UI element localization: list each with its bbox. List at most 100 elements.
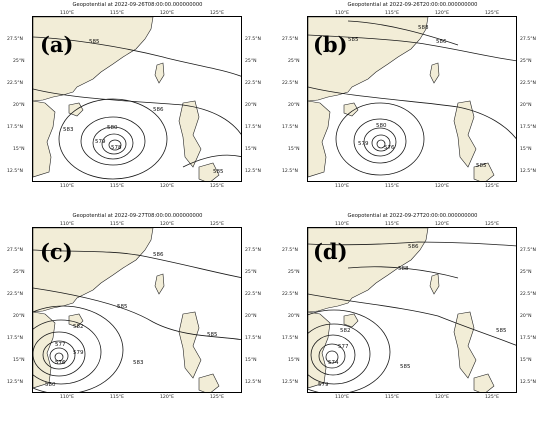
panel-b: Geopotential at 2022-09-26T20:00:00.0000…	[275, 0, 550, 211]
geopotential-map: 585 586 583 580 579 578 585	[33, 17, 241, 181]
contour-label: 576	[55, 360, 66, 366]
contour-line	[353, 118, 407, 164]
right-tick: 20°N	[520, 314, 532, 319]
contour-label: 585	[89, 39, 100, 45]
panel-label: (d)	[313, 239, 348, 264]
left-tick: 20°N	[13, 103, 25, 108]
top-tick: 115°E	[110, 11, 124, 16]
right-tick: 22.5°N	[245, 292, 261, 297]
left-tick: 15°N	[288, 358, 300, 363]
visayas-islands	[473, 162, 495, 181]
contour-label: 585	[213, 169, 224, 175]
contour-line	[80, 116, 146, 166]
right-tick: 17.5°N	[520, 336, 536, 341]
right-tick: 27.5°N	[245, 37, 261, 42]
mainland-landmass	[308, 17, 429, 102]
top-tick: 125°E	[210, 222, 224, 227]
panel-label: (c)	[40, 239, 73, 264]
contour-label: 588	[418, 25, 429, 31]
left-tick: 20°N	[288, 314, 300, 319]
panel-d: Geopotential at 2022-09-27T20:00:00.0000…	[275, 211, 550, 422]
left-tick: 17.5°N	[7, 336, 23, 341]
contour-line	[33, 36, 241, 77]
bottom-tick: 120°E	[435, 395, 449, 400]
contour-label: 580	[107, 125, 118, 131]
left-tick: 22.5°N	[282, 292, 298, 297]
contour-line	[33, 305, 124, 392]
mainland-landmass	[33, 228, 154, 313]
bottom-tick: 110°E	[335, 395, 349, 400]
contour-line	[33, 319, 102, 385]
panel-title: Geopotential at 2022-09-26T08:00:00.0000…	[72, 2, 203, 8]
bottom-tick: 125°E	[210, 184, 224, 189]
left-tick: 20°N	[13, 314, 25, 319]
geopotential-map: 586 585 582 577 579 576 580 583 585	[33, 228, 241, 392]
mainland-landmass	[308, 228, 429, 313]
contour-label: 579	[318, 382, 329, 388]
top-tick: 110°E	[60, 11, 74, 16]
contour-label: 582	[340, 328, 351, 334]
right-tick: 20°N	[245, 103, 257, 108]
top-tick: 110°E	[335, 222, 349, 227]
right-tick: 17.5°N	[520, 125, 536, 130]
top-tick: 125°E	[485, 11, 499, 16]
contour-line	[308, 293, 516, 346]
top-tick: 110°E	[60, 222, 74, 227]
taiwan-island	[429, 62, 440, 84]
panel-label: (b)	[313, 32, 348, 57]
left-tick: 25°N	[288, 59, 300, 64]
right-tick: 20°N	[245, 314, 257, 319]
right-tick: 12.5°N	[520, 169, 536, 174]
geopotential-map: 585 586 588 580 579 576 585	[308, 17, 516, 181]
right-tick: 27.5°N	[520, 37, 536, 42]
contour-label: 580	[45, 382, 56, 388]
bottom-tick: 125°E	[485, 395, 499, 400]
contour-line	[182, 154, 241, 168]
right-tick: 20°N	[520, 103, 532, 108]
contour-line	[42, 340, 76, 370]
contour-label: 585	[496, 328, 507, 334]
contour-label: 582	[73, 324, 84, 330]
contour-label: 588	[398, 266, 409, 272]
hainan-island	[343, 313, 359, 328]
panel-title: Geopotential at 2022-09-27T08:00:00.0000…	[72, 213, 203, 219]
left-tick: 22.5°N	[7, 292, 23, 297]
taiwan-island	[154, 273, 165, 295]
contour-line	[363, 127, 397, 157]
panel-a: Geopotential at 2022-09-26T08:00:00.0000…	[0, 0, 275, 211]
contour-label: 574	[328, 360, 339, 366]
contour-label: 583	[63, 127, 74, 133]
right-tick: 22.5°N	[520, 292, 536, 297]
left-tick: 25°N	[288, 270, 300, 275]
contour-label: 585	[117, 304, 128, 310]
luzon-island	[178, 100, 202, 168]
vietnam-coast	[33, 100, 56, 178]
contour-line	[54, 352, 64, 362]
contour-line	[33, 331, 86, 377]
contour-line	[49, 347, 69, 365]
luzon-island	[178, 311, 202, 379]
contour-label: 586	[153, 107, 164, 113]
right-tick: 17.5°N	[245, 125, 261, 130]
right-tick: 27.5°N	[520, 248, 536, 253]
map-frame: 586 585 582 577 579 576 580 583 585	[32, 227, 242, 393]
left-tick: 25°N	[13, 270, 25, 275]
left-tick: 12.5°N	[282, 169, 298, 174]
right-tick: 17.5°N	[245, 336, 261, 341]
left-tick: 20°N	[288, 103, 300, 108]
contour-label: 579	[73, 350, 84, 356]
contour-line	[308, 241, 516, 247]
panel-label: (a)	[40, 32, 74, 57]
left-tick: 27.5°N	[7, 37, 23, 42]
visayas-islands	[198, 373, 220, 392]
contour-label: 579	[95, 139, 106, 145]
contour-label: 586	[153, 252, 164, 258]
contour-line	[33, 287, 241, 341]
geopotential-map: 586 588 585 582 577 574 579 585	[308, 228, 516, 392]
contour-line	[335, 102, 425, 176]
top-tick: 120°E	[160, 11, 174, 16]
bottom-tick: 110°E	[335, 184, 349, 189]
contour-line	[101, 133, 127, 155]
contour-line	[108, 139, 122, 151]
map-frame: 585 586 583 580 579 578 585	[32, 16, 242, 182]
